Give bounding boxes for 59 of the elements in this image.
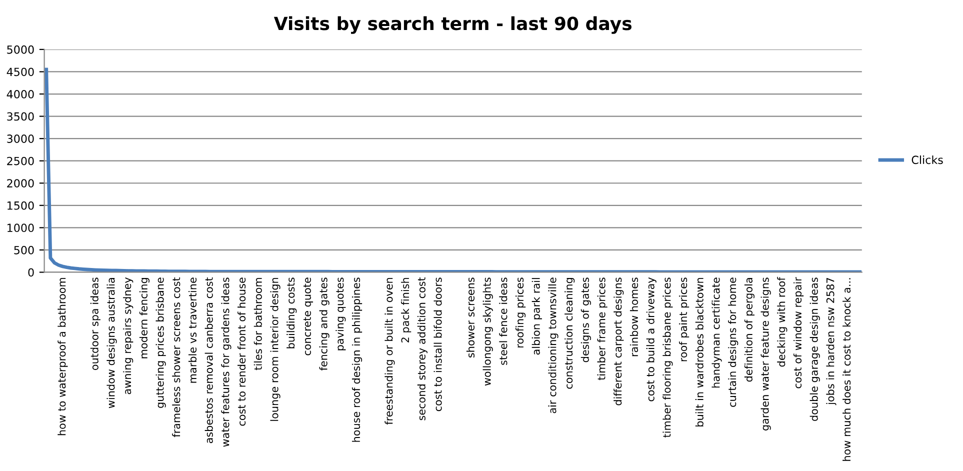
y-tick-label: 1000 [8,224,34,232]
y-tick-label: 5000 [7,45,34,54]
y-tick-label: 500 [14,246,34,254]
x-tick-label: water features for gardens ideas [221,278,232,447]
legend-label: Clicks [912,155,943,164]
x-tick-label: air conditioning townsville [548,278,558,414]
y-tick-label: 3500 [7,112,34,121]
x-tick-label: 2 pack finish [401,278,412,342]
x-tick-label: jobs in harden nsw 2587 [826,278,836,406]
chart-title: Visits by search term - last 90 days [274,16,632,34]
x-tick-label: designs of gates [580,278,591,362]
x-tick-label: roofing prices [516,278,526,348]
y-tick-label: 4000 [6,90,34,98]
x-tick-label: cost to render front of house [238,278,246,426]
x-tick-label: steel fence ideas [499,278,508,365]
x-tick-label: built in wardrobes blacktown [695,278,704,426]
x-tick-label: decking with roof [777,276,788,367]
x-tick-label: building costs [286,278,297,348]
x-tick-label: timber flooring brisbane prices [662,278,673,438]
x-tick-label: guttering prices brisbane [156,278,166,408]
x-tick-label: marble vs travertine [188,278,197,383]
x-tick-label: paving quotes [336,278,346,350]
y-tick-label: 2000 [7,179,34,188]
y-tick-label: 2500 [7,156,34,166]
x-tick-label: wollongong skylights [482,278,493,386]
x-tick-label: handyman certificate [712,278,722,388]
x-tick-label: construction cleaning [564,278,575,389]
y-tick-label: 3000 [7,134,34,143]
x-tick-label: how much does it cost to knock a... [842,278,851,461]
x-tick-label: rainbow homes [630,278,638,356]
x-tick-label: awning repairs sydney [123,277,134,394]
x-tick-label: concrete quote [304,278,314,356]
x-tick-label: cost of window repair [793,277,804,388]
x-tick-label: asbestos removal canberra cost [204,277,213,444]
x-tick-label: window designs australia [106,278,117,408]
x-tick-label: albion park rail [532,278,542,355]
x-tick-label: how to waterproof a bathroom [58,278,68,436]
x-tick-label: curtain designs for home [728,278,738,407]
x-tick-label: modern fencing [139,278,150,358]
x-tick-label: frameless shower screens cost [172,277,180,438]
x-tick-label: house roof design in philippines [352,278,362,442]
x-tick-label: cost to install bifold doors [434,278,442,412]
x-tick-label: fencing and gates [319,278,330,371]
y-tick-label: 0 [28,268,34,277]
x-tick-label: tiles for bathroom [254,278,262,370]
x-tick-label: freestanding or built in oven [384,278,395,425]
x-tick-label: timber frame prices [597,278,608,380]
x-tick-label: garden water feature designs [760,278,771,430]
x-tick-label: roof paint prices [679,278,690,362]
x-tick-label: shower screens [466,278,475,358]
x-tick-label: different carport designs [614,278,624,406]
x-tick-label: double garage design ideas [810,278,820,421]
x-tick-label: cost to build a driveway [646,277,656,402]
x-tick-label: lounge room interior design [270,278,280,421]
y-tick-label: 4500 [6,68,34,76]
y-tick-label: 1500 [8,201,34,210]
x-tick-label: second storey addition cost [417,277,428,420]
x-tick-label: outdoor spa ideas [90,278,100,370]
x-tick-label: definition of pergola [744,278,755,382]
